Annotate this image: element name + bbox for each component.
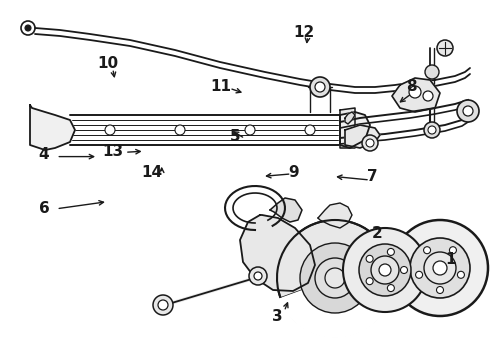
Circle shape: [362, 135, 378, 151]
Circle shape: [277, 220, 393, 336]
Circle shape: [366, 278, 373, 285]
Circle shape: [366, 255, 373, 262]
Text: 10: 10: [97, 55, 119, 71]
Circle shape: [423, 91, 433, 101]
Circle shape: [310, 77, 330, 97]
Circle shape: [300, 243, 370, 313]
Circle shape: [437, 40, 453, 56]
Text: 14: 14: [141, 165, 163, 180]
Circle shape: [428, 126, 436, 134]
Circle shape: [245, 125, 255, 135]
Circle shape: [424, 252, 456, 284]
Circle shape: [105, 125, 115, 135]
Circle shape: [392, 220, 488, 316]
Text: 12: 12: [293, 25, 315, 40]
Circle shape: [158, 300, 168, 310]
Circle shape: [343, 228, 427, 312]
Circle shape: [25, 25, 31, 31]
Circle shape: [249, 267, 267, 285]
Circle shape: [424, 122, 440, 138]
Circle shape: [457, 100, 479, 122]
Polygon shape: [345, 112, 355, 124]
Circle shape: [410, 238, 470, 298]
Circle shape: [400, 266, 408, 274]
Polygon shape: [318, 203, 352, 228]
Circle shape: [315, 258, 355, 298]
Wedge shape: [279, 278, 392, 338]
Text: 13: 13: [102, 144, 123, 159]
Polygon shape: [240, 215, 315, 291]
Circle shape: [423, 247, 431, 254]
Circle shape: [458, 271, 465, 278]
Circle shape: [371, 256, 399, 284]
Circle shape: [437, 287, 443, 293]
Circle shape: [379, 264, 391, 276]
Circle shape: [388, 284, 394, 292]
Polygon shape: [392, 78, 440, 112]
Polygon shape: [340, 108, 355, 148]
Circle shape: [463, 106, 473, 116]
Text: 9: 9: [289, 165, 299, 180]
Circle shape: [254, 272, 262, 280]
Circle shape: [409, 86, 421, 98]
Circle shape: [366, 139, 374, 147]
Circle shape: [305, 125, 315, 135]
Polygon shape: [345, 125, 380, 148]
Text: 2: 2: [372, 226, 383, 242]
Text: 8: 8: [406, 79, 417, 94]
Text: 4: 4: [39, 147, 49, 162]
Text: 5: 5: [230, 129, 241, 144]
Circle shape: [153, 295, 173, 315]
Text: 1: 1: [445, 252, 456, 267]
Polygon shape: [30, 105, 75, 150]
Polygon shape: [340, 112, 370, 148]
Text: 7: 7: [367, 169, 378, 184]
Circle shape: [449, 247, 456, 254]
Text: 6: 6: [39, 201, 49, 216]
Polygon shape: [270, 198, 302, 222]
Circle shape: [175, 125, 185, 135]
Circle shape: [416, 271, 422, 278]
Circle shape: [433, 261, 447, 275]
Text: 11: 11: [210, 79, 231, 94]
Circle shape: [359, 244, 411, 296]
Circle shape: [325, 268, 345, 288]
Circle shape: [388, 248, 394, 256]
Circle shape: [425, 65, 439, 79]
Text: 3: 3: [271, 309, 282, 324]
Circle shape: [315, 82, 325, 92]
